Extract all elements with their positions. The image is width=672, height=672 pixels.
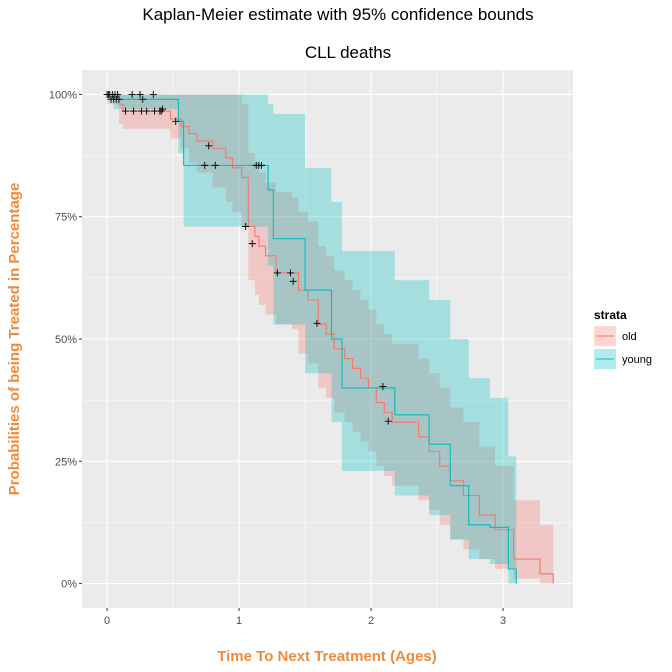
y-tick-label: 0% [61,579,77,591]
y-axis-title: Probabilities of being Treated in Percen… [6,183,23,496]
legend: strata old young [594,308,652,369]
censor-mark-young [159,105,167,113]
censor-mark-old [248,240,256,248]
censor-mark-young [172,117,180,125]
legend-label-old: old [622,331,637,343]
y-tick-label: 100% [49,89,77,101]
survival-curves [107,93,554,584]
censor-mark-young [149,90,157,98]
censor-mark-young [211,161,219,169]
confidence-bands [107,94,554,584]
axis-ticks: 0% 25% 50% 75% 100% 0 1 2 3 [49,89,506,627]
censor-mark-old [143,107,151,115]
chart-subtitle: CLL deaths [305,43,391,62]
censor-mark-old [205,142,213,150]
censor-mark-young [104,90,112,98]
censor-mark-young [258,161,266,169]
censor-mark-old [242,223,250,231]
censor-mark-young [128,90,136,98]
band-old [107,94,554,584]
censor-mark-young [201,161,209,169]
censor-mark-old [114,90,122,98]
x-axis-title: Time To Next Treatment (Ages) [217,648,437,665]
censor-marks [103,90,392,425]
y-tick-label: 75% [55,212,77,224]
censor-mark-young [136,90,144,98]
censor-mark-old [379,382,387,390]
band-young [107,94,517,584]
censor-mark-old [384,417,392,425]
chart-title: Kaplan-Meier estimate with 95% confidenc… [142,5,533,24]
x-tick-label: 1 [236,615,242,627]
curve-young [107,93,517,584]
x-tick-label: 0 [104,615,110,627]
censor-mark-old [287,269,295,277]
censor-mark-old [273,269,281,277]
censor-mark-young [115,95,123,103]
x-tick-label: 2 [368,615,374,627]
censor-mark-young [139,95,147,103]
legend-title: strata [594,308,627,322]
censor-mark-old [129,107,137,115]
x-tick-label: 3 [500,615,506,627]
grid-lines [82,70,573,608]
censor-mark-old [122,107,130,115]
legend-label-young: young [622,354,652,366]
y-tick-label: 25% [55,456,77,468]
y-tick-label: 50% [55,334,77,346]
censor-mark-old [289,277,297,285]
censor-mark-old [313,319,321,327]
